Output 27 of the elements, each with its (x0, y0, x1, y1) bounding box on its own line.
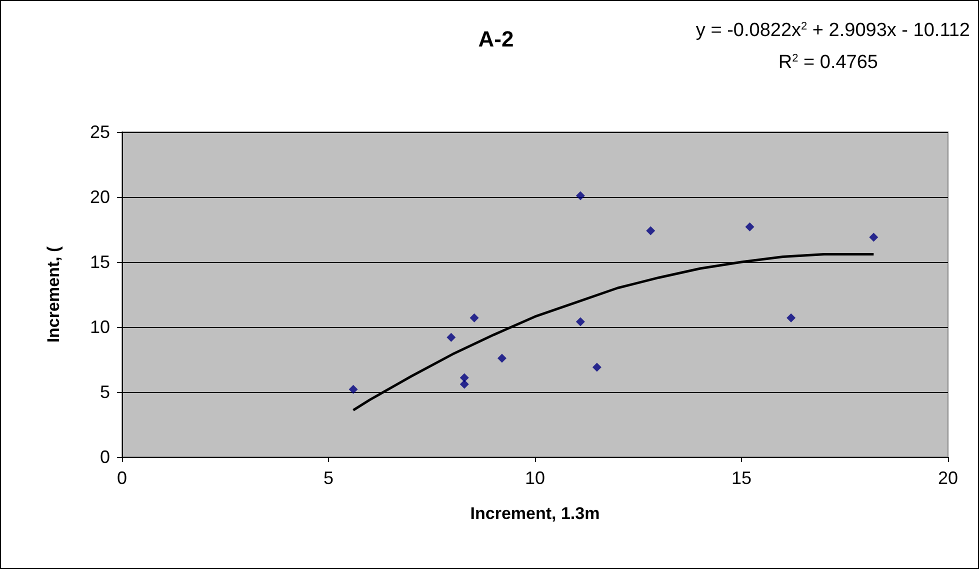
point (576, 191, 585, 200)
point (745, 222, 754, 232)
point (470, 313, 479, 322)
point (576, 317, 585, 326)
x-tick-label: 15 (731, 468, 752, 488)
y-tick-label: 25 (90, 122, 110, 142)
point (786, 313, 796, 322)
y-tick-label: 15 (90, 252, 110, 272)
point (869, 232, 878, 242)
y-tick-label: 10 (90, 317, 110, 337)
x-axis-title: Increment, 1.3m (470, 504, 600, 523)
y-tick-label: 0 (100, 447, 110, 467)
point (348, 384, 358, 394)
x-tick-label: 0 (116, 468, 128, 488)
chart-title: A-2 (478, 26, 514, 52)
point (497, 354, 506, 363)
y-tick-label: 20 (90, 187, 110, 207)
point (646, 226, 656, 236)
point (460, 373, 469, 382)
point (460, 380, 469, 389)
x-tick-label: 20 (938, 468, 958, 488)
point (592, 362, 602, 372)
point (446, 332, 456, 342)
y-axis-title: Increment, ( (44, 246, 63, 343)
x-tick-label: 10 (524, 468, 546, 488)
x-tick-label: 5 (323, 468, 334, 488)
y-tick-label: 5 (100, 382, 110, 402)
